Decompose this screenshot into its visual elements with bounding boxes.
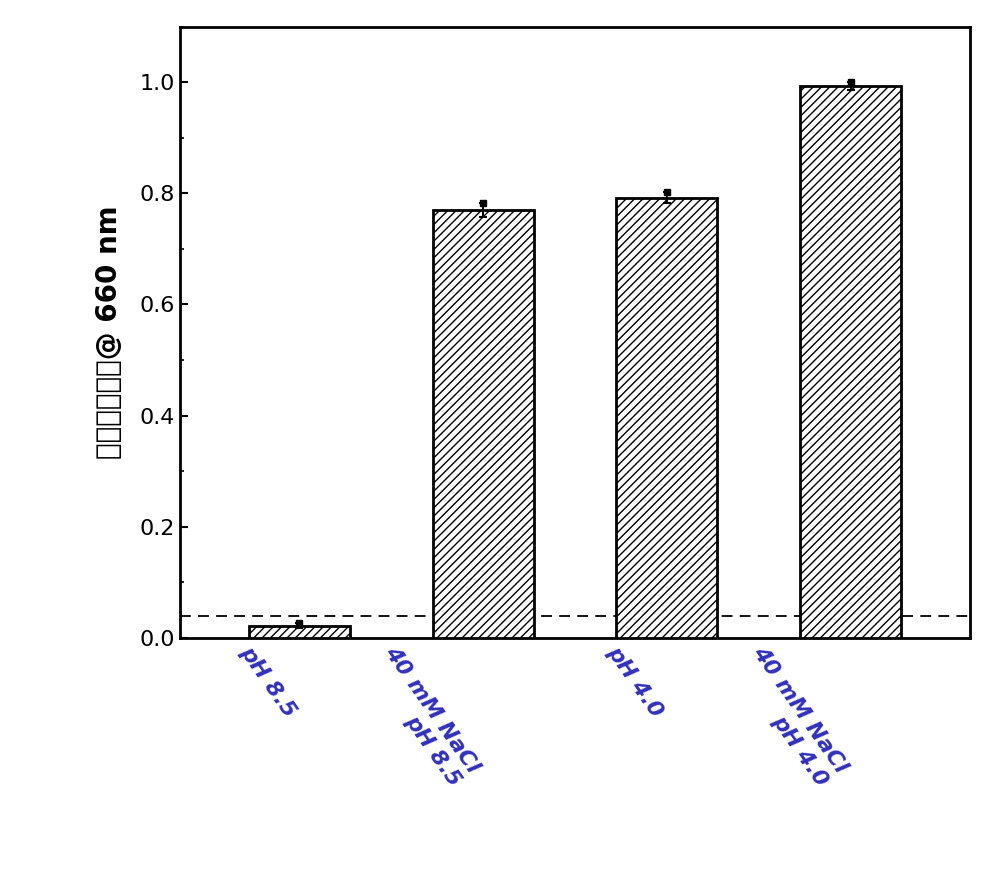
Bar	[433, 210, 534, 638]
Bar	[249, 626, 350, 638]
Bar	[616, 198, 717, 638]
Bar	[800, 86, 901, 638]
Y-axis label: 归一化吸光度@ 660 nm: 归一化吸光度@ 660 nm	[95, 206, 123, 459]
